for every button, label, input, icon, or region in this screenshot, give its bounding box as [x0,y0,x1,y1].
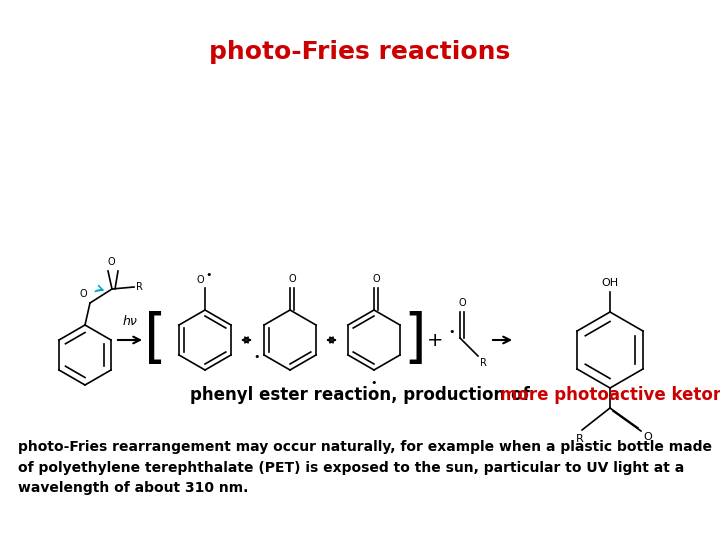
Text: O: O [288,274,296,284]
Text: O: O [458,298,466,308]
Text: •: • [206,270,212,280]
Text: •: • [371,378,377,388]
Text: O: O [643,432,652,442]
Text: •: • [253,353,260,362]
Text: more photoactive ketone: more photoactive ketone [500,386,720,404]
Text: •: • [449,327,455,337]
Text: O: O [196,275,204,285]
Text: photo-Fries reactions: photo-Fries reactions [210,40,510,64]
Text: hν: hν [122,315,138,328]
Text: +: + [427,330,444,349]
Text: R: R [136,282,143,292]
Text: phenyl ester reaction, production of: phenyl ester reaction, production of [190,386,536,404]
Text: O: O [79,289,87,299]
Text: ]: ] [404,312,426,368]
Text: OH: OH [601,278,618,288]
Text: R: R [480,358,487,368]
Text: O: O [372,274,380,284]
Text: photo-Fries rearrangement may occur naturally, for example when a plastic bottle: photo-Fries rearrangement may occur natu… [18,440,712,495]
Text: R: R [576,434,584,444]
Text: O: O [107,257,114,267]
Text: [: [ [143,312,166,368]
